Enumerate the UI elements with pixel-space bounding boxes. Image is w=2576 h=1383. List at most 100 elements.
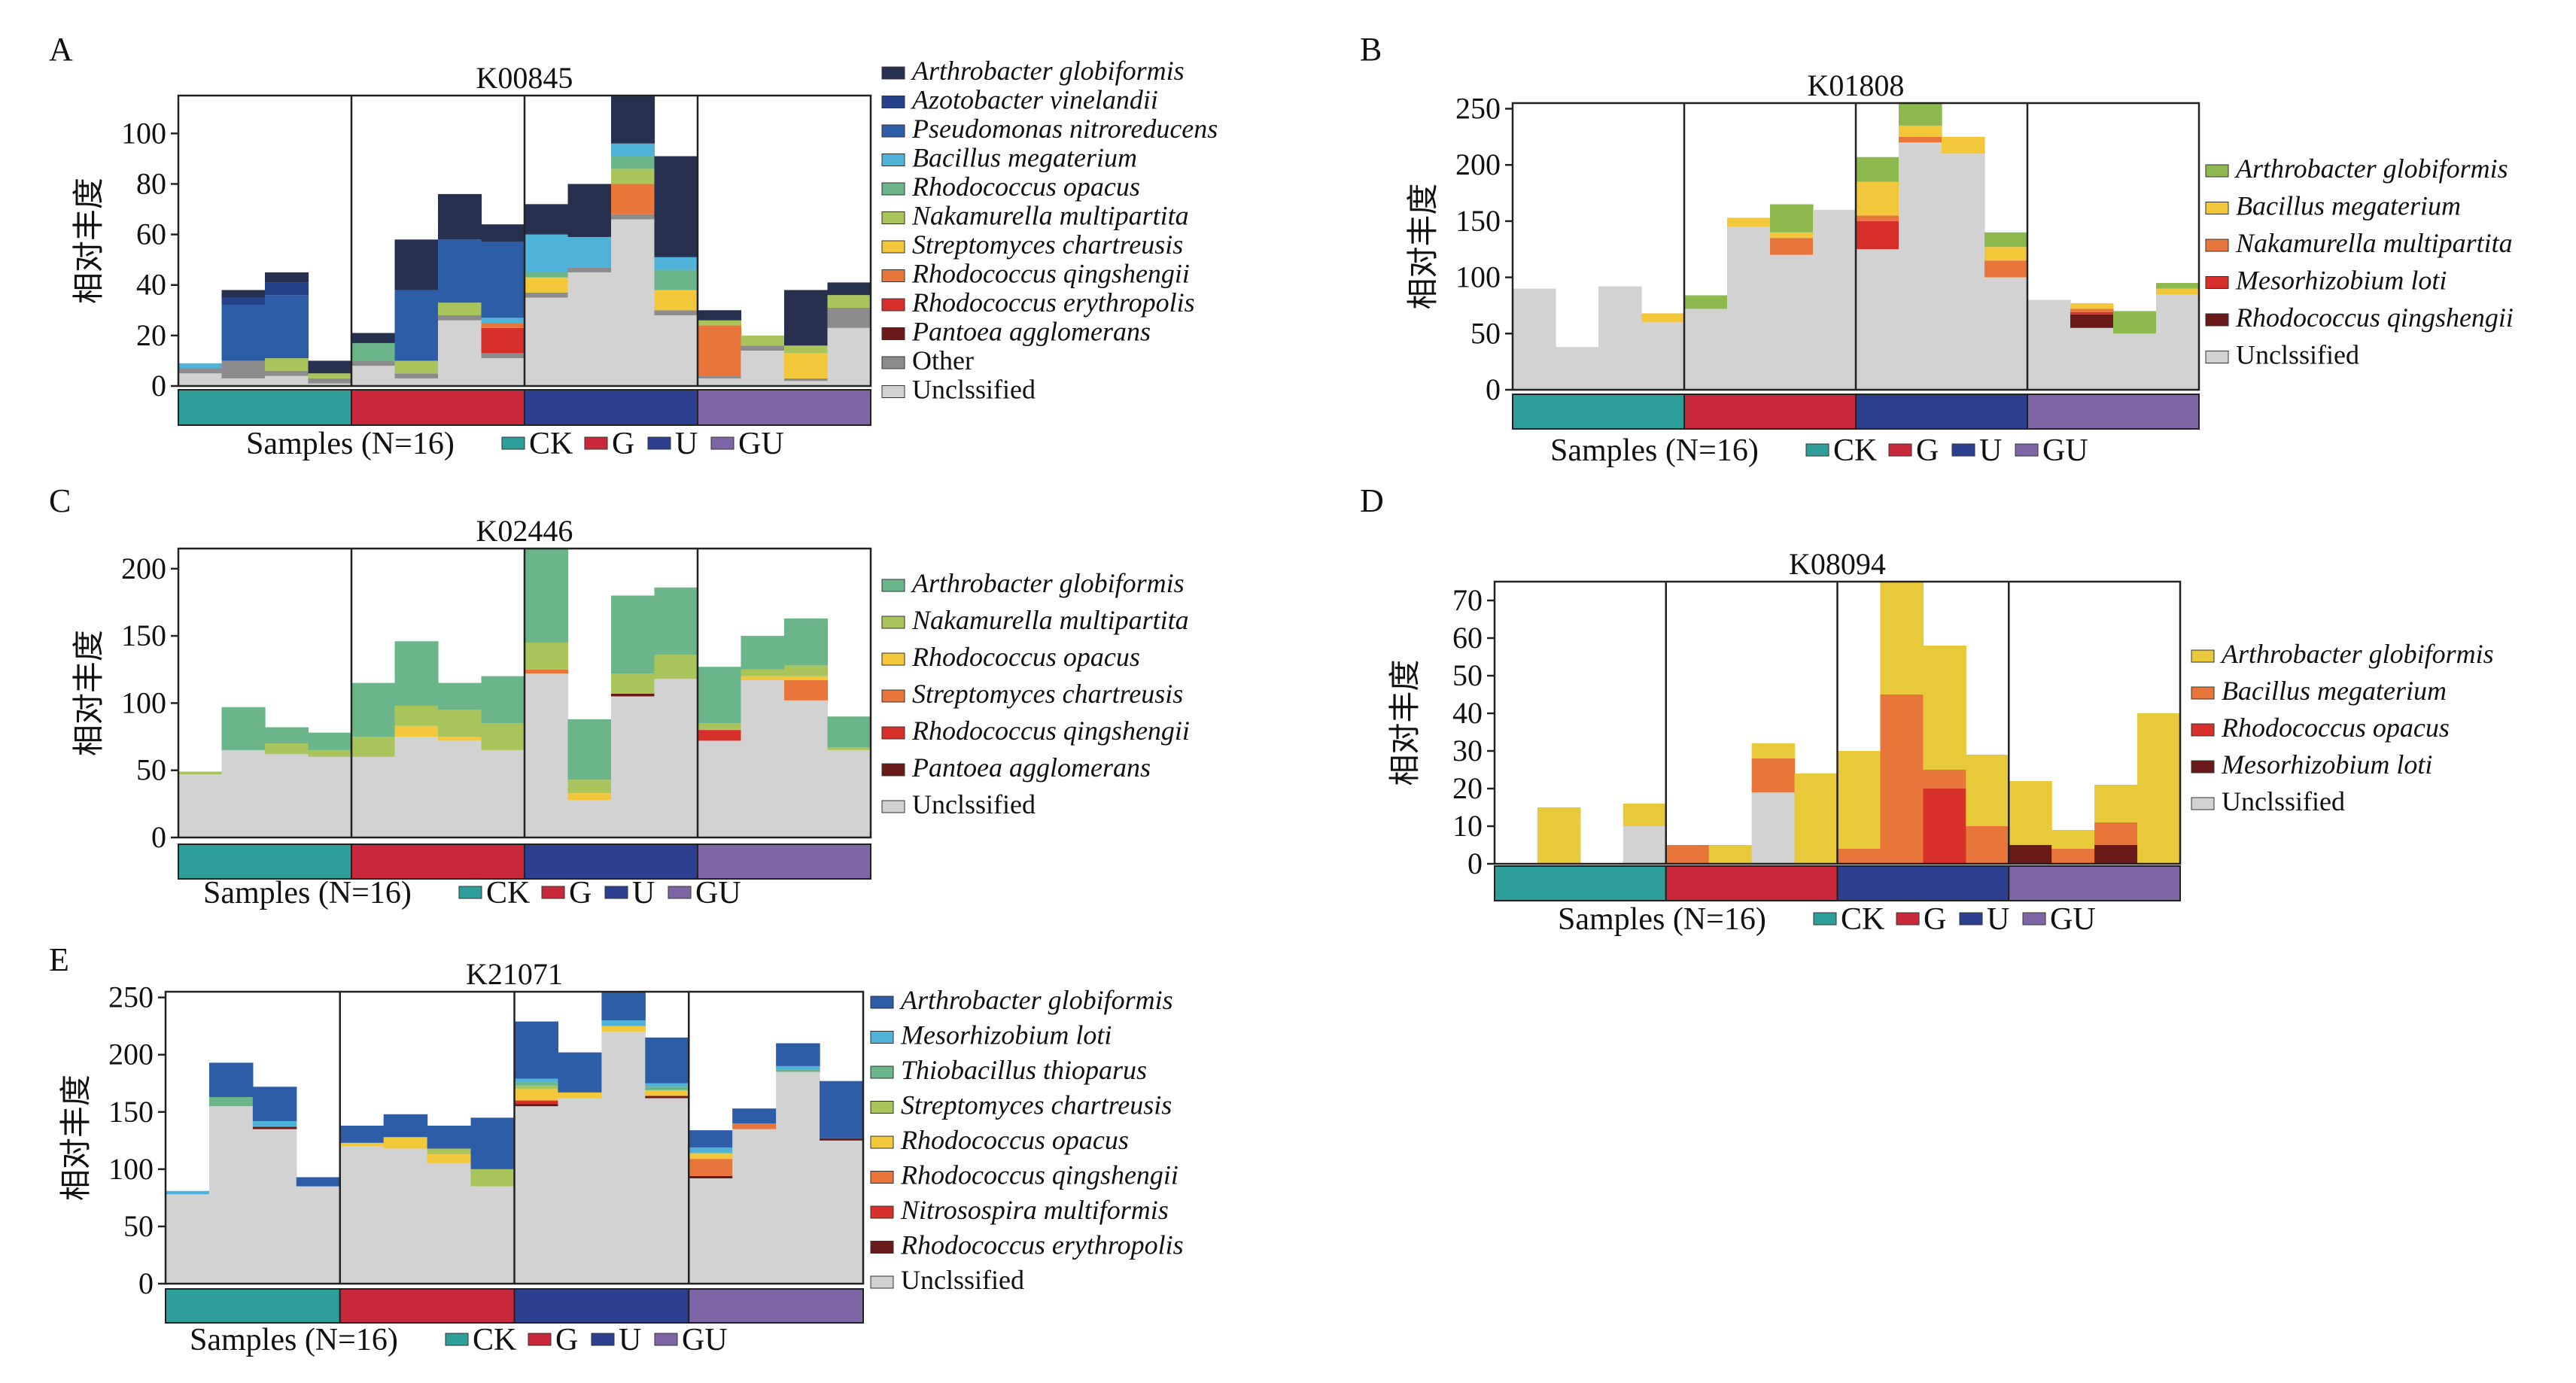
bar-segment <box>698 325 742 376</box>
bar-segment <box>741 680 785 837</box>
legend-label: Streptomyces chartreusis <box>912 679 1183 709</box>
bar-segment <box>525 234 569 272</box>
bar-segment <box>776 1071 820 1284</box>
group-strip-G <box>351 843 525 880</box>
bar-segment <box>1984 232 2028 248</box>
group-key-U <box>1959 912 1983 926</box>
bar-segment <box>1684 309 1728 390</box>
plot-frame <box>1511 102 2200 391</box>
group-strip-U <box>524 843 698 880</box>
bar-segment <box>1598 286 1642 390</box>
y-tick-label: 10 <box>1452 809 1483 843</box>
bar-segment <box>654 679 698 837</box>
bar-segment <box>514 1104 559 1107</box>
x-axis-label: Samples (N=16) <box>203 876 412 910</box>
group-key-label: U <box>1987 902 2009 937</box>
legend-swatch <box>2205 351 2229 363</box>
legend-swatch <box>2191 760 2215 774</box>
bar-segment <box>265 272 309 283</box>
legend-label: Streptomyces chartreusis <box>901 1090 1172 1120</box>
bar-segment <box>611 693 655 697</box>
bar-segment <box>741 669 785 676</box>
legend-swatch <box>2205 239 2229 252</box>
group-key-label: G <box>1924 902 1946 937</box>
bar-segment <box>2009 845 2052 864</box>
group-key-label: G <box>555 1323 578 1357</box>
bar-segment <box>427 1163 472 1284</box>
bar-segment <box>567 780 612 794</box>
bar-segment <box>1770 204 1814 233</box>
bar-segment <box>601 1026 646 1032</box>
bar-segment <box>2027 299 2071 390</box>
bar-segment <box>1513 288 1556 390</box>
bar-segment <box>525 673 569 837</box>
bar-segment <box>1794 774 1838 864</box>
bar-segment <box>351 682 396 737</box>
legend-swatch <box>881 356 905 369</box>
bar-segment <box>601 1032 646 1284</box>
bar-segment <box>784 618 829 666</box>
bar-segment <box>221 378 266 386</box>
bar-segment <box>308 383 352 386</box>
panel-letter: B <box>1360 31 1382 68</box>
bar-segment <box>611 169 655 184</box>
x-axis-label: Samples (N=16) <box>1550 433 1759 468</box>
bar-segment <box>1856 181 1899 216</box>
bar-segment <box>514 1078 559 1083</box>
bar-segment <box>1708 845 1753 864</box>
bar-segment <box>394 378 439 386</box>
bar-segment <box>265 375 309 386</box>
bar-segment <box>1623 804 1667 826</box>
legend-label: Rhodococcus opacus <box>900 1125 1129 1155</box>
y-tick-label: 100 <box>121 685 166 719</box>
bar-segment <box>611 673 655 694</box>
legend-swatch <box>881 269 905 282</box>
panel-letter: A <box>49 31 73 68</box>
bar-segment <box>427 1126 472 1149</box>
legend-swatch <box>870 995 894 1009</box>
bar-segment <box>1880 582 1924 695</box>
bar-segment <box>265 370 309 376</box>
bar-segment <box>1966 755 2009 826</box>
y-tick-label: 50 <box>1452 658 1483 692</box>
group-strip-GU <box>2008 865 2181 901</box>
group-key-label: U <box>632 876 655 910</box>
bar-segment <box>525 277 569 293</box>
bar-segment <box>351 333 396 343</box>
y-tick-label: 0 <box>151 820 166 854</box>
panel-title: K02446 <box>476 514 573 548</box>
bar-segment <box>1856 215 1899 221</box>
group-strip-U <box>1855 394 2028 430</box>
group-strip-CK <box>1494 865 1667 901</box>
bar-segment <box>1727 217 1771 227</box>
bar-segment <box>698 740 742 837</box>
legend-label: Pseudomonas nitroreducens <box>911 114 1218 144</box>
group-strip-U <box>1836 865 2010 901</box>
legend-swatch <box>881 616 905 629</box>
x-axis-label: Samples (N=16) <box>246 427 455 461</box>
bar-segment <box>2156 288 2200 294</box>
bar-segment <box>558 1098 602 1284</box>
legend-label: Nakamurella multipartita <box>911 201 1189 231</box>
y-tick-label: 200 <box>1455 147 1501 181</box>
bar-segment <box>308 360 352 374</box>
bar-segment <box>1641 322 1685 390</box>
bar-segment <box>2051 830 2095 849</box>
bar-segment <box>611 595 655 674</box>
y-axis-label: 相对丰度 <box>1386 659 1423 786</box>
group-key-GU <box>2015 443 2039 457</box>
bar-segment <box>1623 826 1667 864</box>
bar-segment <box>481 749 525 837</box>
bar-segment <box>827 327 871 386</box>
bar-segment <box>221 305 266 361</box>
y-tick-label: 250 <box>1455 91 1501 125</box>
panel-title: K21071 <box>466 957 563 991</box>
group-key-label: GU <box>695 876 741 910</box>
y-tick-label: 40 <box>1452 696 1483 730</box>
legend-label: Mesorhizobium loti <box>2221 749 2432 780</box>
legend-swatch <box>2205 202 2229 214</box>
bar-segment <box>351 366 396 386</box>
bar-segment <box>481 676 525 724</box>
group-key-G <box>1888 443 1912 457</box>
bar-segment <box>394 290 439 361</box>
